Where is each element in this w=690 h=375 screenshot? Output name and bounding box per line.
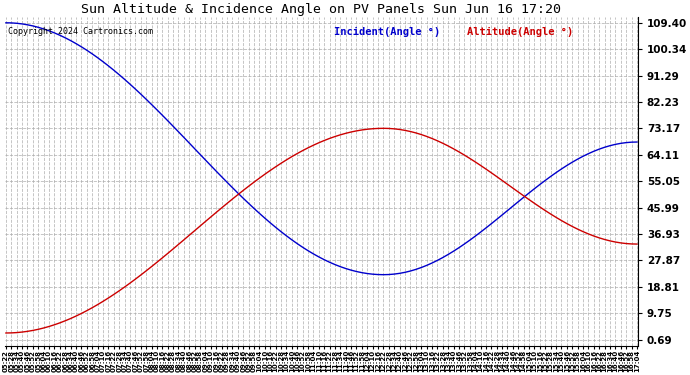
Title: Sun Altitude & Incidence Angle on PV Panels Sun Jun 16 17:20: Sun Altitude & Incidence Angle on PV Pan… bbox=[81, 3, 562, 16]
Text: Copyright 2024 Cartronics.com: Copyright 2024 Cartronics.com bbox=[8, 27, 153, 36]
Text: Altitude(Angle °): Altitude(Angle °) bbox=[467, 27, 573, 37]
Text: Incident(Angle °): Incident(Angle °) bbox=[334, 27, 440, 37]
